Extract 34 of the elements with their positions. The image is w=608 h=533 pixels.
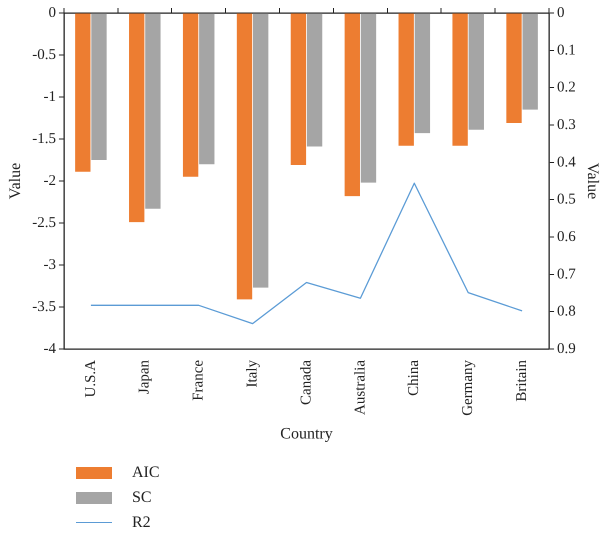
y-tick-label: -4 [43, 340, 56, 357]
x-axis-title: Country [280, 426, 333, 443]
x-tick-label: Australia [352, 360, 368, 415]
y-tick-label: 0 [48, 4, 56, 21]
y2-axis-title: Value [584, 162, 602, 200]
y2-tick-label: 0.2 [557, 80, 576, 96]
x-tick-label: Germany [460, 359, 476, 416]
legend-label: SC [132, 488, 152, 506]
x-tick-label: Britain [514, 360, 530, 402]
legend-label: R2 [132, 514, 151, 532]
y-tick-label: -3 [43, 256, 56, 273]
y2-tick-label: 0.7 [557, 266, 576, 282]
y2-tick-label: 0 [557, 4, 565, 21]
y-tick-label: -2.5 [32, 214, 56, 231]
y2-tick-label: 0.3 [557, 116, 576, 133]
legend-label: AIC [132, 464, 160, 482]
x-tick-label: China [406, 360, 422, 396]
y2-tick-label: 0.1 [557, 42, 576, 58]
y-tick-label: -0.5 [32, 46, 56, 63]
y-axis-title: Value [6, 162, 24, 200]
y-tick-label: -3.5 [32, 298, 56, 315]
y2-tick-label: 0.4 [557, 154, 576, 170]
y2-tick-label: 0.6 [557, 228, 576, 245]
x-tick-label: Italy [244, 360, 261, 388]
x-tick-label: Japan [136, 359, 153, 394]
x-tick-label: France [190, 360, 207, 401]
x-tick-label: Canada [298, 360, 314, 405]
y2-tick-label: 0.5 [557, 192, 576, 208]
y2-tick-label: 0.9 [557, 340, 576, 357]
y2-tick-label: 0.8 [557, 304, 576, 320]
y-tick-label: -1.5 [32, 130, 56, 147]
y-tick-label: -2 [43, 172, 56, 189]
y-tick-label: -1 [43, 88, 56, 105]
x-tick-label: U.S.A [82, 360, 99, 398]
